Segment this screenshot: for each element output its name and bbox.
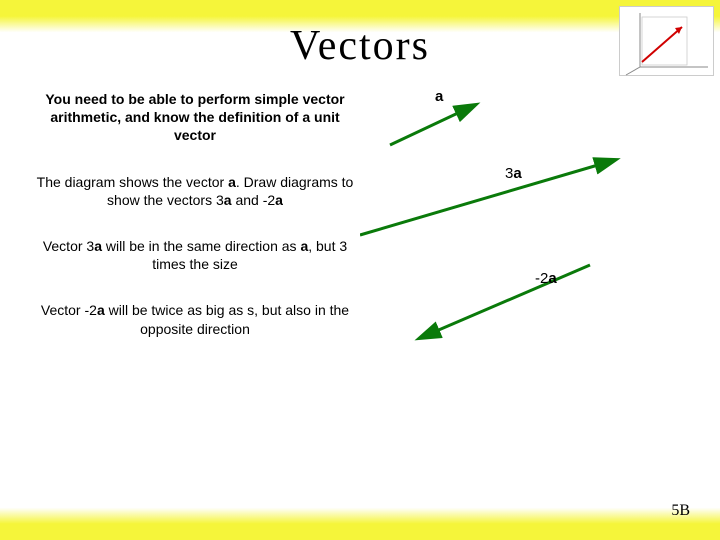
vector-symbol: a — [275, 192, 283, 208]
text-fragment: will be in the same direction as — [102, 238, 300, 254]
label-3a: 3a — [505, 165, 522, 182]
vector-label-text: a — [435, 88, 443, 105]
corner-thumbnail — [619, 6, 714, 76]
thumbnail-axes-icon — [620, 7, 715, 77]
vector-symbol: a — [97, 302, 105, 318]
text-fragment: and -2 — [232, 192, 276, 208]
content-area: You need to be able to perform simple ve… — [0, 70, 720, 366]
text-column: You need to be able to perform simple ve… — [30, 90, 360, 366]
text-fragment: Vector -2 — [41, 302, 97, 318]
vector-label-text: a — [513, 165, 521, 182]
text-fragment: Vector 3 — [43, 238, 94, 254]
vector-3a-arrow — [360, 160, 615, 235]
explain-neg2a-paragraph: Vector -2a will be twice as big as s, bu… — [30, 301, 360, 337]
vector-neg2a-arrow — [420, 265, 590, 338]
page-title: Vectors — [0, 0, 720, 70]
vector-diagrams — [360, 90, 670, 360]
vector-symbol: a — [228, 174, 236, 190]
vector-symbol: a — [224, 192, 232, 208]
diagram-column: a 3a -2a — [360, 90, 690, 366]
vector-a-arrow — [390, 105, 475, 145]
vector-label-text: a — [548, 270, 556, 287]
slide-number: 5B — [671, 502, 690, 520]
vector-symbol: a — [94, 238, 102, 254]
explain-3a-paragraph: Vector 3a will be in the same direction … — [30, 237, 360, 273]
label-neg2a: -2a — [535, 270, 557, 287]
task-paragraph: The diagram shows the vector a. Draw dia… — [30, 173, 360, 209]
label-a: a — [435, 88, 443, 105]
label-coef: -2 — [535, 270, 548, 287]
text-fragment: The diagram shows the vector — [37, 174, 228, 190]
text-fragment: will be twice as big as s, but also in t… — [105, 302, 349, 336]
intro-paragraph: You need to be able to perform simple ve… — [30, 90, 360, 145]
